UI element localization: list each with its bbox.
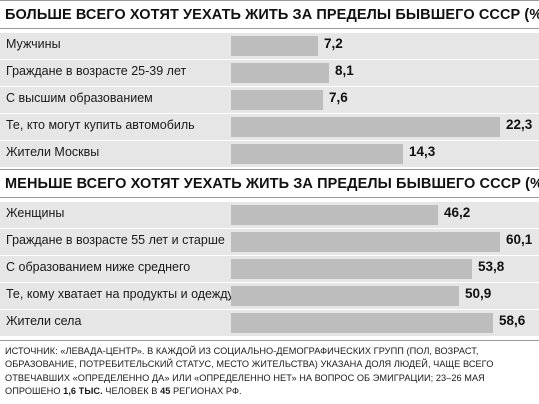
bar: [231, 205, 438, 225]
bar-row: С высшим образованием 7,6: [0, 87, 539, 113]
category-label: Те, кому хватает на продукты и одежду: [6, 287, 234, 301]
category-label: Граждане в возрасте 55 лет и старше: [6, 233, 225, 247]
bar: [231, 144, 403, 164]
bar: [231, 313, 493, 333]
bar-row: Те, кому хватает на продукты и одежду 50,…: [0, 283, 539, 309]
data-label: 46,2: [444, 205, 471, 220]
bar: [231, 117, 500, 137]
category-label: Женщины: [6, 206, 65, 220]
bar-row: Жители села 58,6: [0, 310, 539, 336]
rule-between-charts: [0, 169, 539, 170]
data-label: 8,1: [335, 63, 354, 78]
bar: [231, 286, 459, 306]
category-label: Жители села: [6, 314, 82, 328]
rule-above-footnote: [0, 340, 539, 341]
bar-row: Женщины 46,2: [0, 202, 539, 228]
data-label: 7,2: [324, 36, 343, 51]
bar-row: Мужчины 7,2: [0, 33, 539, 59]
bar: [231, 259, 472, 279]
data-label: 7,6: [329, 90, 348, 105]
bar: [231, 90, 323, 110]
footnote-source: ИСТОЧНИК: «ЛЕВАДА-ЦЕНТР». В КАЖДОЙ ИЗ СО…: [5, 345, 533, 399]
bar-row: Жители Москвы 14,3: [0, 141, 539, 167]
bar-row: Граждане в возрасте 55 лет и старше 60,1: [0, 229, 539, 255]
chart-title-least: МЕНЬШЕ ВСЕГО ХОТЯТ УЕХАТЬ ЖИТЬ ЗА ПРЕДЕЛ…: [5, 176, 539, 192]
data-label: 22,3: [506, 117, 533, 132]
bar: [231, 36, 318, 56]
category-label: Жители Москвы: [6, 145, 100, 159]
rule-under-title-least: [0, 197, 539, 198]
bar: [231, 232, 500, 252]
footnote-text-2: ЧЕЛОВЕК В: [102, 386, 161, 397]
footnote-text-1: ИСТОЧНИК: «ЛЕВАДА-ЦЕНТР». В КАЖДОЙ ИЗ СО…: [5, 346, 494, 397]
chart-title-most: БОЛЬШЕ ВСЕГО ХОТЯТ УЕХАТЬ ЖИТЬ ЗА ПРЕДЕЛ…: [5, 7, 539, 23]
category-label: Те, кто могут купить автомобиль: [6, 118, 195, 132]
footnote-regions: 45: [160, 386, 171, 397]
footnote-text-3: РЕГИОНАХ РФ.: [170, 386, 242, 397]
bar: [231, 63, 329, 83]
data-label: 14,3: [409, 144, 436, 159]
category-label: С высшим образованием: [6, 91, 153, 105]
data-label: 60,1: [506, 232, 533, 247]
data-label: 58,6: [499, 313, 526, 328]
data-label: 53,8: [478, 259, 505, 274]
bar-row: Граждане в возрасте 25-39 лет 8,1: [0, 60, 539, 86]
category-label: С образованием ниже среднего: [6, 260, 191, 274]
footnote-respondents: 1,6 ТЫС.: [63, 386, 103, 397]
rule-under-title-most: [0, 28, 539, 29]
bar-row: С образованием ниже среднего 53,8: [0, 256, 539, 282]
data-label: 50,9: [465, 286, 492, 301]
category-label: Граждане в возрасте 25-39 лет: [6, 64, 187, 78]
rule-top: [0, 0, 539, 1]
bar-row: Те, кто могут купить автомобиль 22,3: [0, 114, 539, 140]
category-label: Мужчины: [6, 37, 61, 51]
